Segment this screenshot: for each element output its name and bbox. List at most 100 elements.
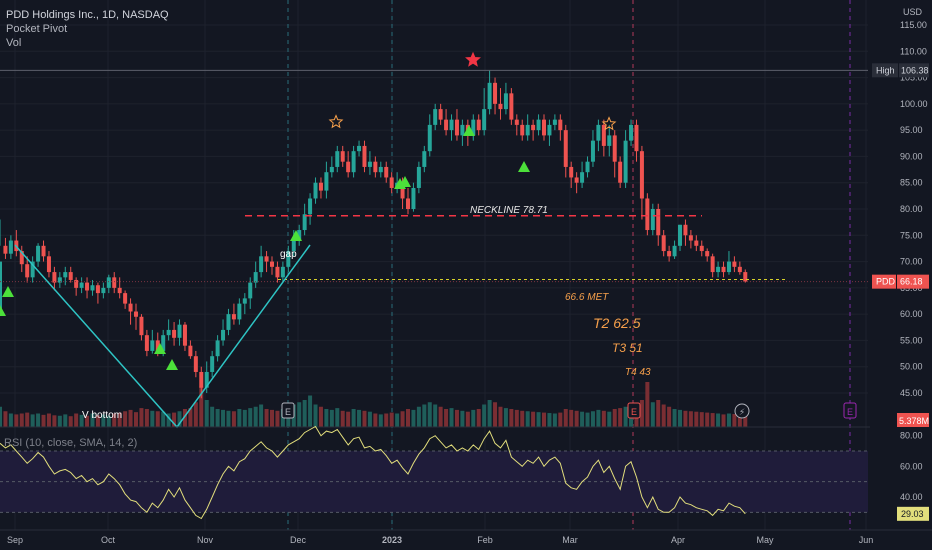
volume-bar bbox=[656, 400, 661, 427]
volume-bar bbox=[19, 413, 24, 427]
candle-body bbox=[547, 124, 552, 136]
price-tick-label: 80.00 bbox=[900, 204, 923, 214]
time-tick-label: Jun bbox=[859, 535, 874, 545]
pocket-pivot-marker bbox=[154, 343, 166, 354]
candle-body bbox=[694, 240, 699, 246]
volume-bar bbox=[618, 408, 623, 427]
volume-bar bbox=[596, 409, 601, 427]
high-badge-label: High bbox=[876, 65, 895, 75]
volume-bar bbox=[384, 413, 389, 427]
candle-body bbox=[41, 245, 46, 257]
volume-bar bbox=[74, 413, 79, 427]
earnings-badge-letter: E bbox=[285, 407, 291, 417]
volume-bar bbox=[237, 409, 242, 427]
volume-bar bbox=[182, 409, 187, 427]
volume-bar bbox=[498, 406, 503, 427]
candle-body bbox=[46, 256, 51, 273]
candle-body bbox=[585, 161, 590, 173]
volume-bar bbox=[318, 406, 323, 427]
rsi-value-badge bbox=[897, 506, 929, 521]
candle-body bbox=[667, 251, 672, 257]
volume-bar bbox=[106, 415, 111, 427]
price-tick-label: 90.00 bbox=[900, 151, 923, 161]
candle-body bbox=[737, 266, 742, 273]
time-tick-label: Dec bbox=[290, 535, 307, 545]
volume-bar bbox=[661, 404, 666, 427]
lightning-glyph: ⚡ bbox=[739, 408, 745, 418]
candle-body bbox=[699, 245, 704, 252]
volume-bar bbox=[90, 413, 95, 427]
volume-bar bbox=[406, 409, 410, 427]
candle-body bbox=[732, 261, 737, 267]
volume-bar bbox=[395, 413, 400, 427]
volume-bar bbox=[340, 410, 345, 427]
volume-bar bbox=[8, 413, 13, 427]
candle-body bbox=[596, 124, 601, 141]
volume-bar bbox=[242, 409, 247, 427]
price-tick-label: 110.00 bbox=[900, 46, 927, 56]
pocket-pivot-marker bbox=[518, 161, 530, 172]
volume-bar bbox=[46, 413, 51, 427]
price-tick-label: 60.00 bbox=[900, 309, 923, 319]
volume-bar bbox=[563, 409, 568, 427]
volume-bar bbox=[520, 410, 525, 427]
volume-bar bbox=[503, 408, 508, 427]
volume-bar bbox=[493, 402, 498, 427]
time-tick-label: Sep bbox=[7, 535, 23, 545]
indicator-volume[interactable]: Vol bbox=[6, 37, 22, 49]
time-tick-label: Mar bbox=[562, 535, 578, 545]
candle-body bbox=[128, 303, 133, 312]
candle-body bbox=[90, 285, 95, 291]
volume-bar bbox=[155, 411, 160, 427]
candle-body bbox=[63, 272, 68, 278]
time-tick-label: May bbox=[756, 535, 774, 545]
volume-bar bbox=[536, 412, 541, 427]
candle-body bbox=[139, 316, 144, 336]
rsi-value: 29.03 bbox=[901, 509, 924, 519]
candle-body bbox=[25, 264, 30, 278]
candle-body bbox=[656, 209, 661, 236]
volume-bar bbox=[329, 409, 334, 427]
volume-bar bbox=[422, 404, 427, 427]
candle-body bbox=[590, 140, 595, 162]
volume-bar bbox=[427, 402, 432, 427]
last-value: 66.18 bbox=[900, 277, 923, 287]
candle-body bbox=[172, 329, 177, 338]
volume-bar bbox=[14, 414, 19, 427]
volume-bar bbox=[63, 414, 68, 427]
candle-body bbox=[580, 172, 585, 183]
candle-body bbox=[433, 109, 438, 125]
time-tick-label: 2023 bbox=[382, 535, 402, 545]
volume-bar bbox=[645, 382, 650, 427]
candle-body bbox=[449, 119, 454, 131]
candle-body bbox=[639, 151, 644, 199]
volume-bar bbox=[144, 409, 149, 427]
candle-body bbox=[30, 261, 35, 278]
candle-body bbox=[275, 266, 280, 278]
candle-body bbox=[79, 282, 84, 288]
candle-body bbox=[634, 124, 639, 152]
candle-body bbox=[324, 172, 329, 191]
candle-body bbox=[601, 124, 606, 146]
pocket-pivot-marker bbox=[290, 230, 302, 241]
indicator-pocket-pivot[interactable]: Pocket Pivot bbox=[6, 23, 68, 35]
volume-bar bbox=[454, 409, 459, 427]
volume-bar bbox=[308, 395, 313, 427]
volume-bar bbox=[721, 414, 726, 427]
volume-bar bbox=[52, 415, 57, 427]
volume-bar bbox=[737, 414, 742, 427]
volume-bar bbox=[471, 409, 476, 427]
candle-body bbox=[444, 119, 449, 131]
volume-bar bbox=[688, 411, 693, 427]
symbol-title[interactable]: PDD Holdings Inc., 1D, NASDAQ bbox=[6, 9, 169, 21]
target-t3-label: T3 51 bbox=[612, 341, 643, 355]
candle-body bbox=[221, 329, 226, 341]
earnings-badge-icon bbox=[627, 402, 641, 419]
candle-body bbox=[297, 230, 302, 241]
volume-bar bbox=[117, 412, 122, 427]
rsi-tick-label: 80.00 bbox=[900, 431, 923, 441]
candle-body bbox=[134, 311, 138, 317]
volume-bar bbox=[585, 412, 590, 427]
candle-body bbox=[422, 151, 427, 167]
